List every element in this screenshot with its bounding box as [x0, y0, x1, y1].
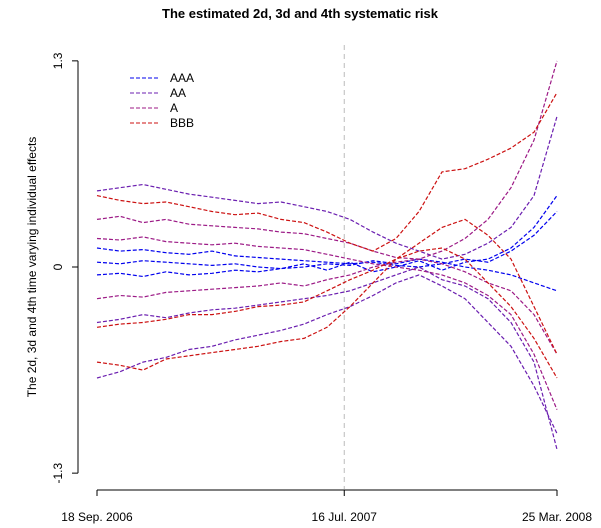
legend-label: BBB	[170, 116, 194, 130]
series-line	[96, 60, 558, 260]
x-tick-label: 25 Mar. 2008	[522, 510, 592, 524]
series-line	[96, 258, 558, 355]
series-line	[96, 92, 558, 252]
legend-label: AAA	[170, 71, 194, 85]
legend-label: AA	[170, 86, 186, 100]
series-line	[96, 247, 558, 379]
y-tick-label: -1.3	[51, 462, 65, 483]
series-line	[96, 211, 558, 268]
series-line	[96, 274, 558, 434]
chart-title: The estimated 2d, 3d and 4th systematic …	[162, 6, 439, 21]
series-line	[96, 258, 558, 292]
series-line	[96, 236, 558, 410]
y-tick-label: 0	[51, 263, 65, 270]
x-tick-label: 16 Jul. 2007	[312, 510, 378, 524]
x-tick-label: 18 Sep. 2006	[61, 510, 133, 524]
series-line	[96, 116, 558, 260]
series-line	[96, 218, 558, 371]
series-line	[96, 195, 558, 273]
y-axis-label: The 2d, 3d and 4th time varying individu…	[25, 137, 39, 398]
legend-label: A	[170, 101, 178, 115]
y-tick-label: 1.3	[51, 52, 65, 69]
series-line	[96, 266, 558, 450]
